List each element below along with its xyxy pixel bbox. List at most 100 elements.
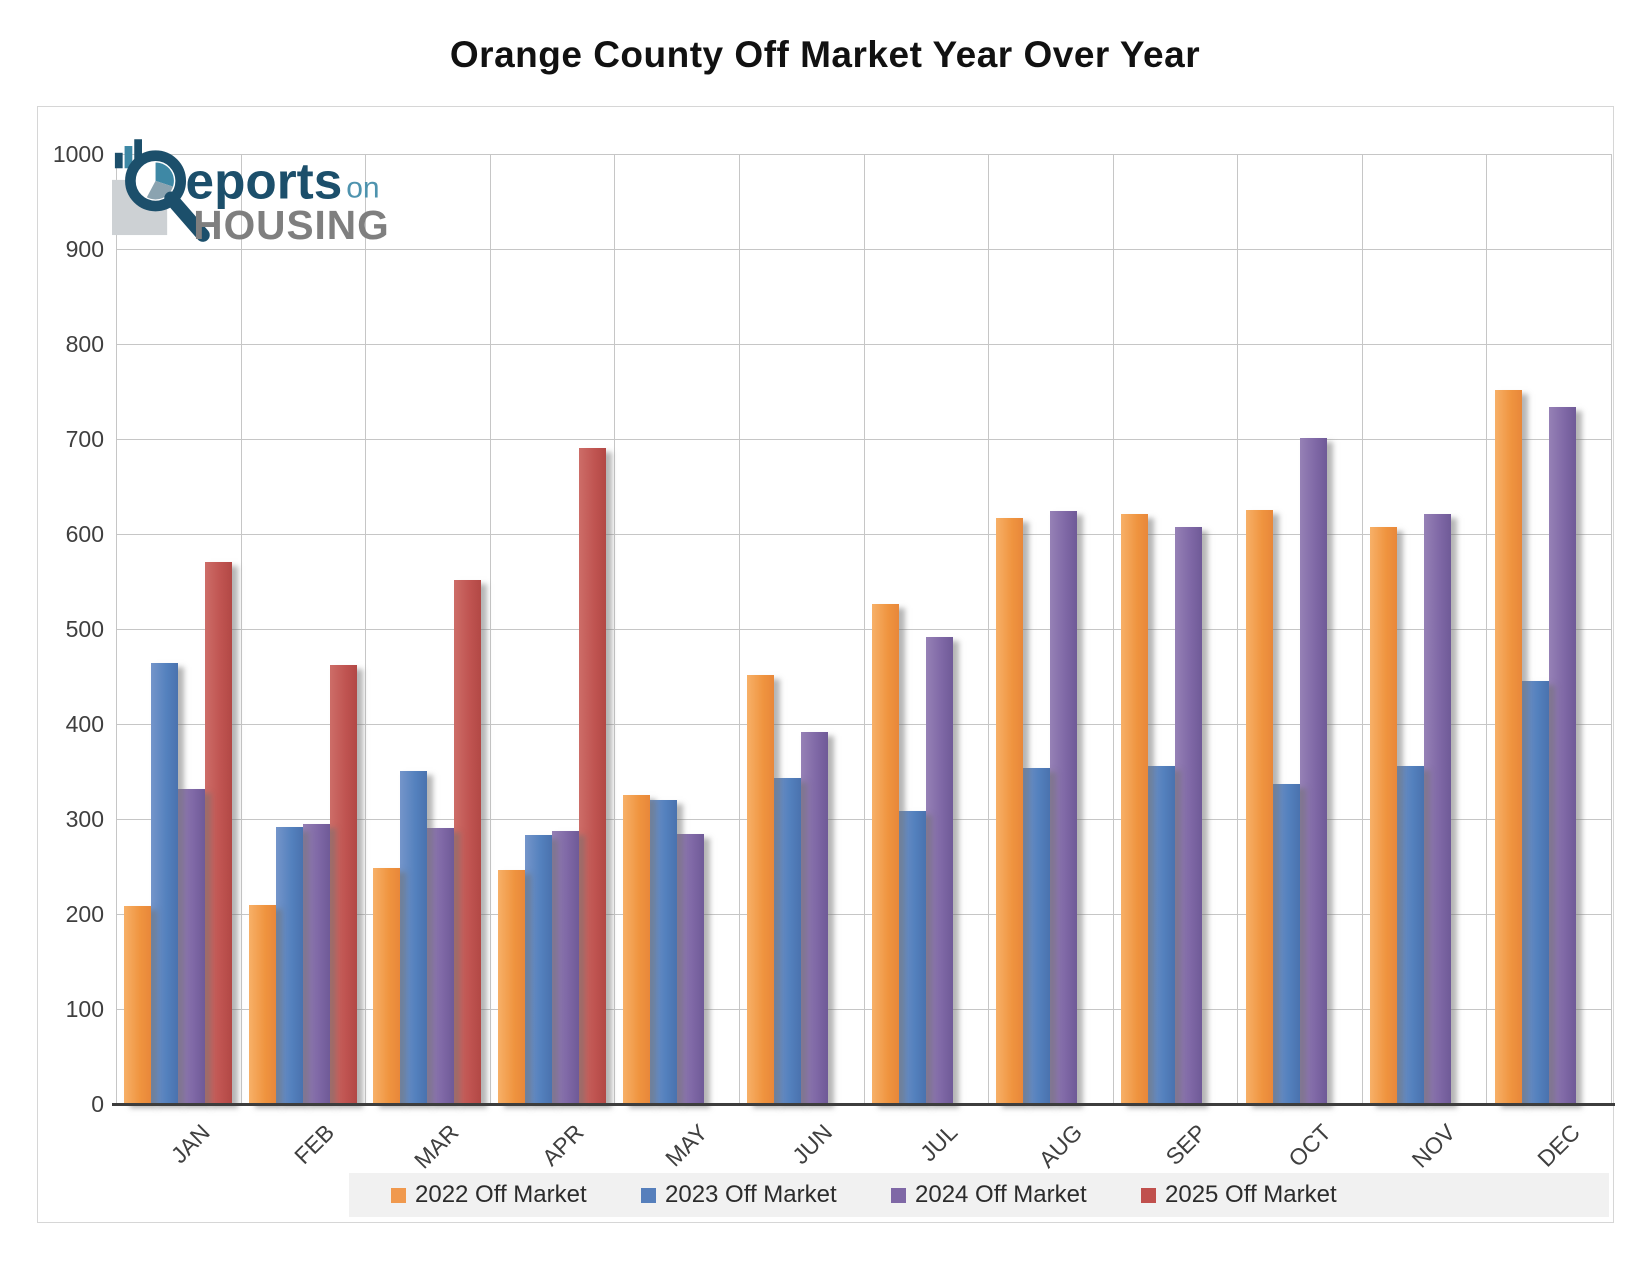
chart-title: Orange County Off Market Year Over Year bbox=[449, 34, 1201, 75]
category-separator bbox=[116, 154, 117, 1104]
logo-text-on: on bbox=[346, 171, 379, 204]
bar-2023-APR bbox=[525, 835, 552, 1104]
gridline-1000 bbox=[116, 154, 1611, 155]
category-separator bbox=[614, 154, 615, 1104]
legend-label-2025: 2025 Off Market bbox=[1165, 1181, 1337, 1208]
bar-2024-JUN bbox=[801, 732, 828, 1104]
legend-swatch-2022 bbox=[391, 1187, 406, 1203]
logo-magnifier-r-icon bbox=[125, 150, 210, 242]
category-separator bbox=[490, 154, 491, 1104]
x-axis-label-AUG: AUG bbox=[1033, 1119, 1087, 1173]
legend-label-2023: 2023 Off Market bbox=[665, 1181, 837, 1208]
category-separator bbox=[1362, 154, 1363, 1104]
bar-2022-NOV bbox=[1370, 527, 1397, 1104]
bar-2024-MAY bbox=[677, 834, 704, 1104]
bar-2023-MAY bbox=[650, 800, 677, 1104]
legend-item-2025: 2025 Off Market bbox=[1141, 1173, 1337, 1217]
category-separator bbox=[988, 154, 989, 1104]
bar-2022-JUN bbox=[747, 675, 774, 1104]
x-axis-line bbox=[112, 1103, 1615, 1106]
category-separator bbox=[864, 154, 865, 1104]
bar-2024-JAN bbox=[178, 789, 205, 1104]
bar-2024-FEB bbox=[303, 824, 330, 1104]
legend-swatch-2024 bbox=[891, 1187, 906, 1203]
bar-2024-JUL bbox=[926, 637, 953, 1104]
bar-2024-OCT bbox=[1300, 438, 1327, 1104]
bar-2022-AUG bbox=[996, 518, 1023, 1104]
gridline-700 bbox=[116, 439, 1611, 440]
chart-frame: eports on HOUSING 2022 Off Market 2023 Of… bbox=[37, 106, 1615, 1223]
y-axis-tick-700: 700 bbox=[65, 426, 104, 452]
y-axis-tick-100: 100 bbox=[65, 996, 104, 1022]
legend-label-2022: 2022 Off Market bbox=[415, 1181, 587, 1208]
x-axis-label-MAY: MAY bbox=[660, 1119, 714, 1172]
y-axis-tick-800: 800 bbox=[65, 331, 104, 357]
x-axis-label-APR: APR bbox=[536, 1119, 589, 1171]
bar-2023-JUN bbox=[774, 778, 801, 1104]
bar-2023-JAN bbox=[151, 663, 178, 1104]
x-axis-label-JAN: JAN bbox=[165, 1119, 215, 1169]
legend-label-2024: 2024 Off Market bbox=[915, 1181, 1087, 1208]
bar-2024-AUG bbox=[1050, 511, 1077, 1104]
bar-2024-DEC bbox=[1549, 407, 1576, 1104]
gridline-500 bbox=[116, 629, 1611, 630]
category-separator bbox=[1611, 154, 1612, 1104]
gridline-200 bbox=[116, 914, 1611, 915]
legend-item-2023: 2023 Off Market bbox=[641, 1173, 837, 1217]
y-axis-tick-600: 600 bbox=[65, 521, 104, 547]
y-axis-tick-300: 300 bbox=[65, 806, 104, 832]
x-axis-label-NOV: NOV bbox=[1406, 1119, 1461, 1173]
bar-2025-JAN bbox=[205, 562, 232, 1104]
bar-2024-APR bbox=[552, 831, 579, 1104]
bar-2023-JUL bbox=[899, 811, 926, 1104]
y-axis-tick-200: 200 bbox=[65, 901, 104, 927]
gridline-900 bbox=[116, 249, 1611, 250]
bar-2025-FEB bbox=[330, 665, 357, 1104]
legend-item-2024: 2024 Off Market bbox=[891, 1173, 1087, 1217]
x-axis-label-JUL: JUL bbox=[914, 1119, 963, 1167]
category-separator bbox=[1486, 154, 1487, 1104]
legend-item-2022: 2022 Off Market bbox=[391, 1173, 587, 1217]
logo-text-housing: HOUSING bbox=[193, 202, 389, 246]
category-separator bbox=[1113, 154, 1114, 1104]
bar-2022-DEC bbox=[1495, 390, 1522, 1104]
bar-2023-SEP bbox=[1148, 766, 1175, 1104]
bar-2023-DEC bbox=[1522, 681, 1549, 1104]
bar-2023-FEB bbox=[276, 827, 303, 1104]
bar-2022-JAN bbox=[124, 906, 151, 1104]
x-axis-label-SEP: SEP bbox=[1160, 1119, 1212, 1170]
bar-2022-MAY bbox=[623, 795, 650, 1104]
bar-2025-APR bbox=[579, 448, 606, 1104]
gridline-100 bbox=[116, 1009, 1611, 1010]
bar-2022-MAR bbox=[373, 868, 400, 1104]
bar-2023-OCT bbox=[1273, 784, 1300, 1104]
y-axis-tick-400: 400 bbox=[65, 711, 104, 737]
x-axis-label-OCT: OCT bbox=[1283, 1119, 1336, 1172]
bar-2022-JUL bbox=[872, 604, 899, 1104]
bar-2022-FEB bbox=[249, 905, 276, 1104]
logo-bar-chart-icon bbox=[114, 139, 142, 169]
bar-2023-MAR bbox=[400, 771, 427, 1104]
reports-on-housing-logo: eports on HOUSING bbox=[112, 139, 389, 246]
x-axis-label-JUN: JUN bbox=[787, 1119, 838, 1170]
gridline-400 bbox=[116, 724, 1611, 725]
bar-2022-OCT bbox=[1246, 510, 1273, 1104]
bar-2024-NOV bbox=[1424, 514, 1451, 1104]
y-axis-tick-500: 500 bbox=[65, 616, 104, 642]
legend-swatch-2025 bbox=[1141, 1187, 1156, 1203]
bar-2022-SEP bbox=[1121, 514, 1148, 1104]
legend-swatch-2023 bbox=[641, 1187, 656, 1203]
bar-2025-MAR bbox=[454, 580, 481, 1104]
y-axis-tick-0: 0 bbox=[91, 1091, 104, 1117]
bar-2023-NOV bbox=[1397, 766, 1424, 1104]
x-axis-label-FEB: FEB bbox=[289, 1119, 340, 1170]
gridline-300 bbox=[116, 819, 1611, 820]
bar-2024-MAR bbox=[427, 828, 454, 1104]
y-axis-tick-900: 900 bbox=[65, 236, 104, 262]
category-separator bbox=[365, 154, 366, 1104]
x-axis-label-DEC: DEC bbox=[1532, 1119, 1586, 1172]
gridline-600 bbox=[116, 534, 1611, 535]
category-separator bbox=[1237, 154, 1238, 1104]
bar-2023-AUG bbox=[1023, 768, 1050, 1104]
